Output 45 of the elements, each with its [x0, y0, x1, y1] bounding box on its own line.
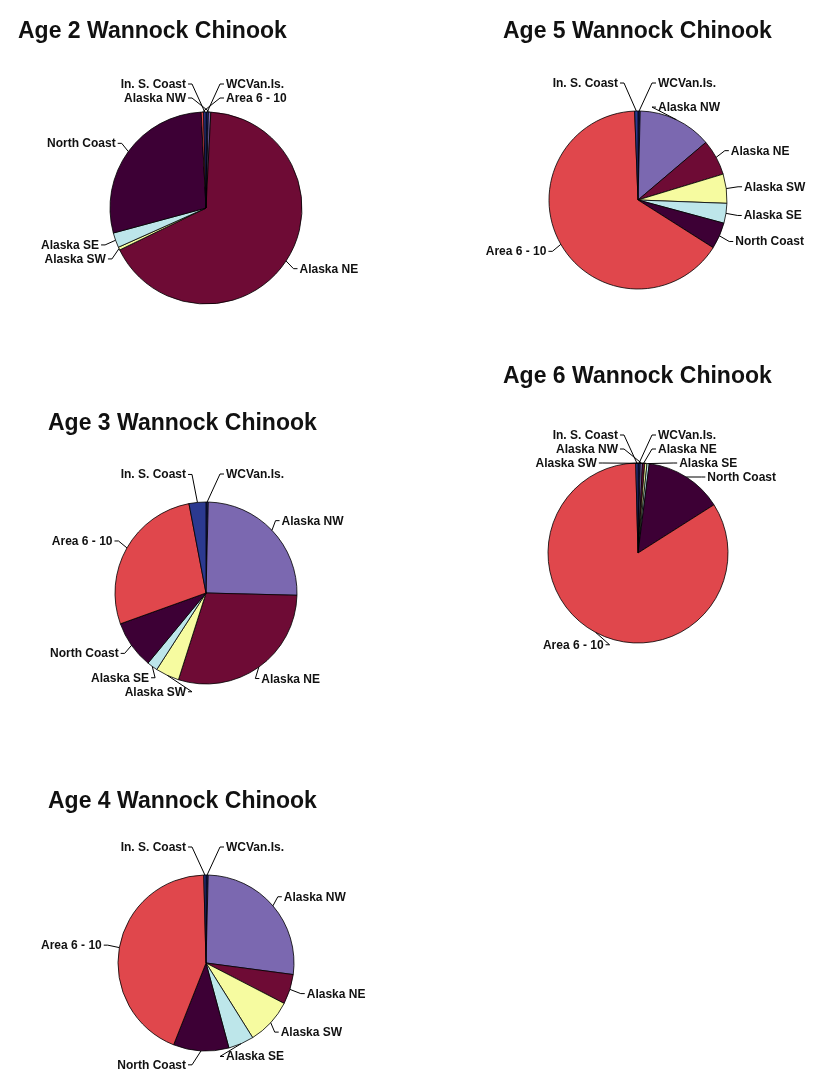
slice-label: Alaska NW	[281, 513, 345, 528]
slice-label: WCVan.Is.	[658, 428, 717, 443]
slice-label: In. S. Coast	[120, 840, 186, 855]
slice-label: Alaska NE	[658, 442, 717, 457]
slice-label: Area 6 - 10	[542, 637, 604, 652]
slice-label: Area 6 - 10	[51, 533, 113, 548]
slice-label: Area 6 - 10	[226, 91, 288, 106]
slice-label: Area 6 - 10	[41, 938, 103, 953]
slice-label: In. S. Coast	[120, 77, 186, 92]
slice-label: Area 6 - 10	[485, 244, 547, 259]
slice-label: Alaska NE	[730, 143, 790, 158]
slice-label: Alaska NW	[658, 100, 721, 115]
slice-label: Alaska NE	[299, 261, 359, 276]
slice-label: WCVan.Is.	[226, 840, 285, 855]
slice-label: WCVan.Is.	[658, 76, 717, 91]
chart-title: Age 4 Wannock Chinook	[48, 787, 317, 813]
slice-label: North Coast	[47, 136, 116, 151]
slice-label: Alaska SW	[124, 684, 187, 699]
slice-label: Alaska NE	[261, 671, 321, 686]
slice-label: In. S. Coast	[552, 428, 618, 443]
slice-label: Alaska NW	[283, 889, 347, 904]
slice-label: In. S. Coast	[120, 467, 186, 482]
slice-label: Alaska SE	[679, 456, 738, 471]
slice-label: Alaska SE	[91, 670, 150, 685]
slice-label: Alaska SW	[280, 1025, 343, 1040]
chart-title: Age 6 Wannock Chinook	[503, 362, 772, 388]
slice-label: North Coast	[707, 470, 776, 485]
chart-title: Age 2 Wannock Chinook	[18, 17, 287, 43]
chart-title: Age 3 Wannock Chinook	[48, 409, 317, 435]
slice-label: North Coast	[117, 1057, 186, 1072]
slice-label: Alaska SE	[41, 237, 100, 252]
slice-label: Alaska NW	[123, 91, 187, 106]
slice-label: Alaska SW	[44, 251, 107, 266]
slice-label: North Coast	[735, 234, 804, 249]
slice-label: Alaska NE	[306, 986, 366, 1001]
slice-label: Alaska SW	[744, 179, 807, 194]
slice-label: Alaska SW	[535, 456, 598, 471]
slice-label: In. S. Coast	[552, 76, 618, 91]
slice-label: Alaska NW	[555, 442, 619, 457]
slice-label: Alaska SE	[743, 208, 802, 223]
slice-label: WCVan.Is.	[226, 467, 285, 482]
slice-label: Alaska SE	[226, 1049, 285, 1064]
slice-label: North Coast	[49, 646, 119, 661]
chart-title: Age 5 Wannock Chinook	[503, 17, 772, 43]
slice-label: WCVan.Is.	[226, 77, 285, 92]
